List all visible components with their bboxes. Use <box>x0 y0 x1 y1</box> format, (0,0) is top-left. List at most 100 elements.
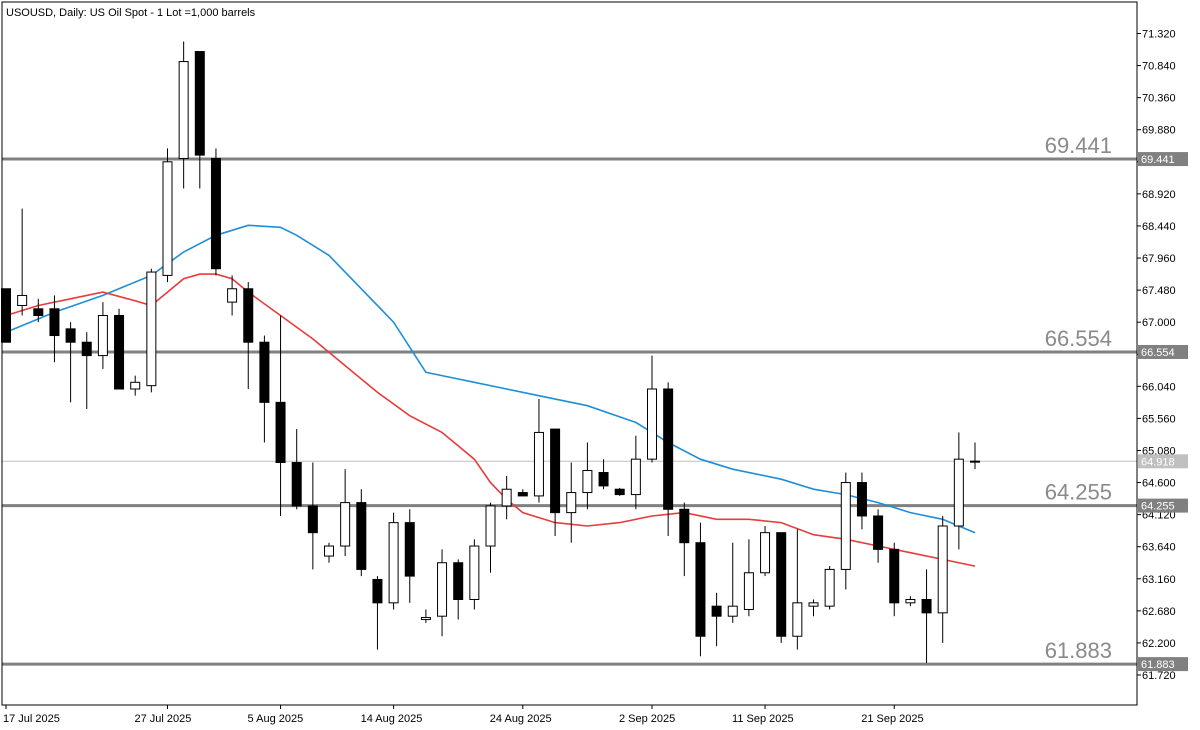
y-tick-label: 70.360 <box>1142 93 1176 105</box>
candle-body-bullish <box>227 288 238 303</box>
y-tick-label: 69.880 <box>1142 125 1176 137</box>
candle-body-bullish <box>582 470 593 494</box>
candle-body-bullish <box>437 562 448 617</box>
candle-body-bearish <box>372 578 383 604</box>
x-tick-label: 2 Sep 2025 <box>619 713 675 725</box>
candle-body-bullish <box>533 431 544 497</box>
candle-body-bearish <box>873 515 884 550</box>
y-tick-label: 65.560 <box>1142 413 1176 425</box>
chart-title: USOUSD, Daily: US Oil Spot - 1 Lot =1,00… <box>6 7 256 19</box>
candle-body-bullish <box>388 522 399 604</box>
candle-body-bearish <box>921 598 932 614</box>
candle-body-bearish <box>663 388 674 510</box>
candle-body-bullish <box>469 545 480 600</box>
level-price-tag <box>1138 657 1188 672</box>
candle-body-bullish <box>953 458 964 527</box>
candle-body-bearish <box>291 462 302 507</box>
moving-average-fast <box>5 273 976 567</box>
candle-body-bearish <box>598 472 609 487</box>
candle-body-bearish <box>776 532 787 637</box>
x-tick-label: 5 Aug 2025 <box>248 713 304 725</box>
candle-body-bearish <box>453 562 464 600</box>
candle-body-bullish <box>808 602 819 607</box>
x-tick-label: 24 Aug 2025 <box>490 713 552 725</box>
candle-body-bearish <box>889 548 900 604</box>
x-tick-label: 11 Sep 2025 <box>732 713 794 725</box>
candlesticks <box>1 41 980 663</box>
candle-body-bearish <box>356 502 367 570</box>
x-tick-label: 27 Jul 2025 <box>135 713 192 725</box>
plot-frame <box>1 1 1138 706</box>
candle-body-bullish <box>743 572 754 611</box>
candle-body-bullish <box>630 458 641 496</box>
moving-averages <box>5 224 976 567</box>
candle-body-bearish <box>517 492 528 497</box>
candle-body-bearish <box>114 314 125 390</box>
candle-body-bearish <box>695 542 706 637</box>
level-price-tag-text: 64.255 <box>1141 501 1175 513</box>
candle-body-bearish <box>33 308 44 316</box>
candle-body-bullish <box>566 492 577 514</box>
candle-body-bullish <box>97 314 108 357</box>
level-price-tag-text: 66.554 <box>1141 347 1175 359</box>
candle-body-bullish <box>760 532 771 574</box>
candle-body-bearish <box>81 341 92 357</box>
level-price-tag <box>1138 344 1188 359</box>
moving-average-slow <box>5 224 976 534</box>
candle-body-bearish <box>711 605 722 617</box>
candle-body-bullish <box>420 617 431 621</box>
support-resistance-levels: 69.441 66.554 64.255 61.883 <box>2 133 1137 666</box>
candle-body-bearish <box>679 508 690 544</box>
candle-body-bearish <box>550 428 561 514</box>
y-tick-label: 63.640 <box>1142 542 1176 554</box>
level-label: 66.554 <box>1045 326 1112 351</box>
y-tick-label: 67.000 <box>1142 317 1176 329</box>
candle-body-bullish <box>840 482 851 570</box>
y-tick-label: 68.440 <box>1142 221 1176 233</box>
candle-body-bullish <box>647 388 657 460</box>
current-price-tag <box>1138 454 1188 469</box>
level-price-tag-text: 69.441 <box>1141 154 1175 166</box>
y-tick-label: 62.680 <box>1142 606 1176 618</box>
candle-body-bullish <box>824 568 835 607</box>
y-tick-label: 62.200 <box>1142 638 1176 650</box>
candle-body-bearish <box>307 505 318 534</box>
candle-body-bearish <box>65 328 76 343</box>
y-tick-label: 67.480 <box>1142 285 1176 297</box>
candle-body-bullish <box>130 381 141 390</box>
level-label: 61.883 <box>1045 638 1112 663</box>
candle-body-bullish <box>340 502 351 547</box>
candle-body-bullish <box>178 61 189 159</box>
candle-body-bullish <box>727 605 738 617</box>
y-tick-label: 64.600 <box>1142 478 1176 490</box>
candle-body-bullish <box>146 271 157 387</box>
x-tick-label: 21 Sep 2025 <box>861 713 923 725</box>
candle-body-bullish <box>485 505 496 547</box>
price-axis-tags: 69.441 66.554 64.255 61.883 64.918 <box>1138 152 1188 672</box>
candle-body-bullish <box>17 294 28 306</box>
x-tick-label: 14 Aug 2025 <box>361 713 423 725</box>
y-tick-label: 64.120 <box>1142 510 1176 522</box>
candle-body-bearish <box>856 482 867 517</box>
candle-body-bearish <box>970 460 980 463</box>
candle-body-bearish <box>243 288 254 343</box>
candle-body-bullish <box>937 525 948 614</box>
candle-body-bearish <box>194 51 205 156</box>
level-price-tag-text: 61.883 <box>1141 659 1175 671</box>
y-tick-label: 63.160 <box>1142 574 1176 586</box>
level-label: 64.255 <box>1045 480 1112 505</box>
candle-body-bearish <box>404 522 415 577</box>
candle-body-bullish <box>162 161 173 276</box>
level-label: 69.441 <box>1045 133 1112 158</box>
y-tick-label: 70.840 <box>1142 61 1176 73</box>
candle-body-bearish <box>49 308 60 337</box>
candle-body-bearish <box>275 401 286 464</box>
candle-body-bullish <box>905 598 916 604</box>
candle-body-bearish <box>210 157 221 270</box>
candle-body-bearish <box>259 341 270 403</box>
time-axis: 17 Jul 2025 27 Jul 2025 5 Aug 2025 14 Aug 2… <box>3 705 924 725</box>
candle-body-bearish <box>614 488 625 496</box>
y-tick-label: 67.960 <box>1142 253 1176 265</box>
level-price-tag <box>1138 498 1188 513</box>
